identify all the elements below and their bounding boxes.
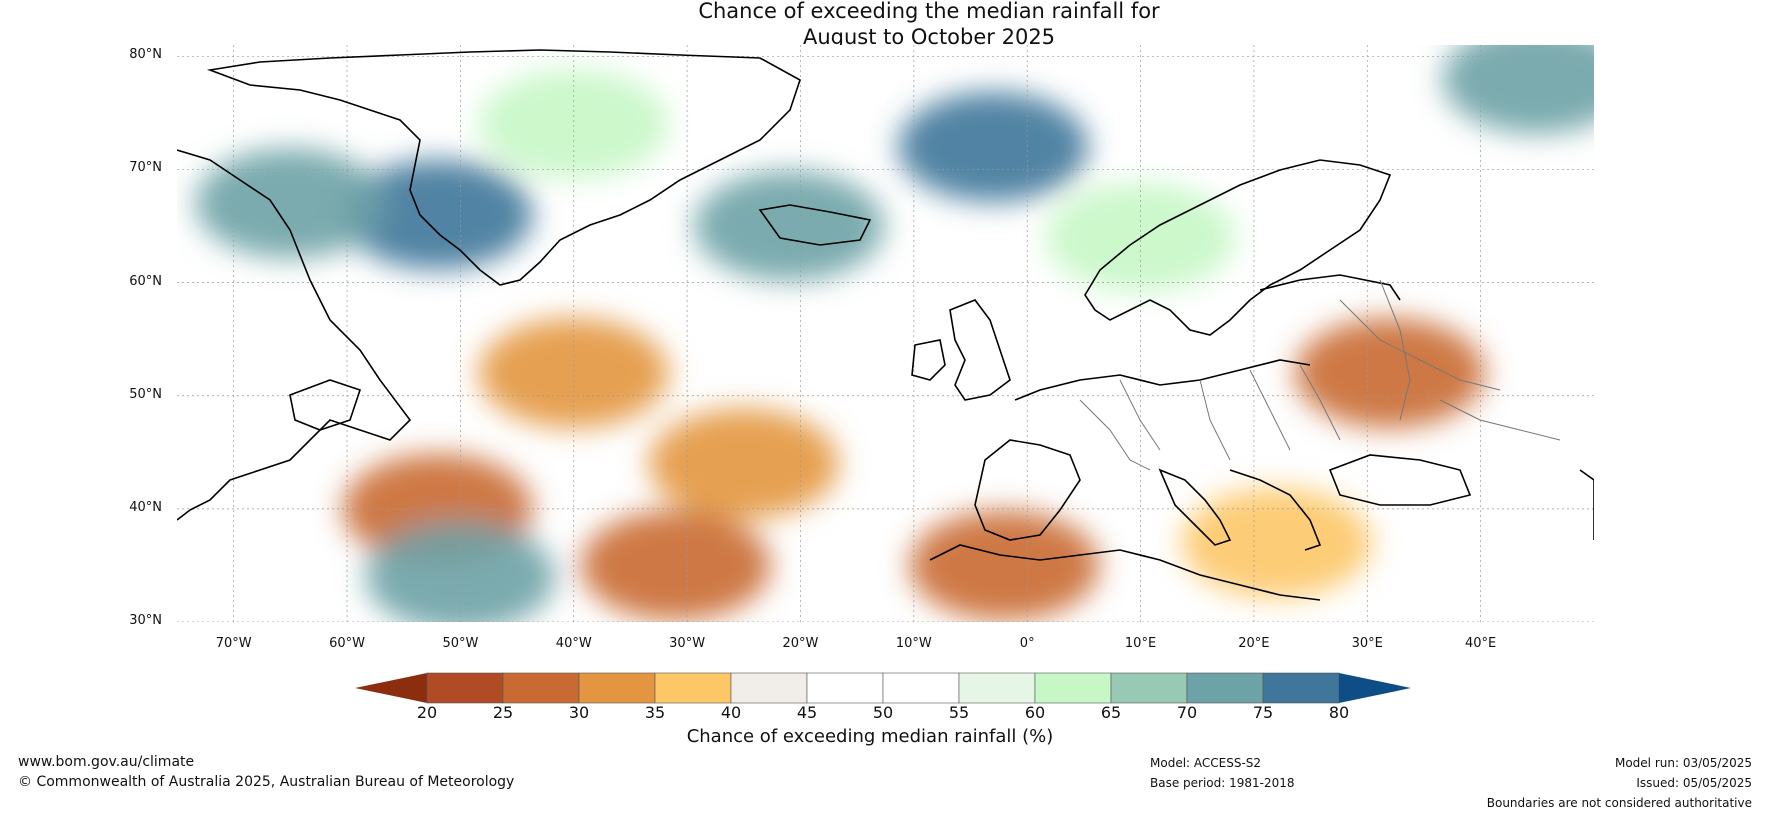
colorbar-swatch	[426, 672, 504, 704]
colorbar-swatch	[1034, 672, 1112, 704]
lat-tick-label: 40°N	[129, 499, 162, 515]
lon-tick-label: 50°W	[442, 636, 479, 651]
colorbar-tick-label: 55	[948, 703, 970, 722]
region-eastern-europe-dry	[1294, 318, 1485, 429]
colorbar-tick-label: 35	[644, 703, 666, 722]
finland-baltic-coast	[1259, 274, 1401, 301]
colorbar-max-arrow	[1339, 673, 1411, 703]
footer-disclaimer: Boundaries are not considered authoritat…	[1486, 796, 1752, 810]
footer-copyright: © Commonwealth of Australia 2025, Austra…	[18, 774, 515, 790]
colorbar-swatch	[502, 672, 580, 704]
lon-tick-label: 40°E	[1464, 636, 1497, 651]
colorbar-swatch	[958, 672, 1036, 704]
colorbar-swatch	[882, 672, 960, 704]
lat-tick-label: 60°N	[129, 273, 162, 289]
coastlines	[177, 49, 1594, 601]
country-borders	[1079, 279, 1561, 471]
italy-coast	[1158, 468, 1232, 546]
colorbar-tick-label: 50	[872, 703, 894, 722]
lon-tick-label: 40°W	[555, 636, 592, 651]
iceland-coast	[758, 204, 872, 246]
region-baffin-wet	[195, 148, 386, 259]
colorbar-swatch	[1186, 672, 1264, 704]
lon-tick-label: 10°W	[895, 636, 932, 651]
footer-model: Model: ACCESS-S2	[1150, 756, 1262, 770]
map-title-line1: Chance of exceeding the median rainfall …	[698, 0, 1160, 23]
colorbar-tick-label: 60	[1024, 703, 1046, 722]
lon-tick-label: 30°E	[1351, 636, 1383, 651]
region-greenland-west-wet	[342, 159, 533, 270]
colorbar-swatches	[355, 672, 1411, 704]
colorbar-tick-label: 80	[1328, 703, 1350, 722]
caspian-coast	[1579, 469, 1594, 540]
region-iceland-wet	[694, 171, 885, 282]
lon-tick-label: 20°E	[1238, 636, 1270, 651]
graticule	[177, 45, 1594, 622]
region-barents-wet	[1442, 45, 1594, 134]
region-north-atlantic-wet	[478, 69, 669, 180]
lat-tick-label: 80°N	[129, 47, 162, 63]
lon-tick-label: 10°E	[1124, 636, 1157, 651]
region-iberia-north-africa-dry	[909, 510, 1100, 621]
footer-website: www.bom.gov.au/climate	[18, 754, 195, 770]
colorbar-tick-label: 25	[492, 703, 514, 722]
colorbar-swatch	[1262, 672, 1340, 704]
region-norwegian-sea-very-wet	[898, 91, 1089, 202]
colorbar-tick-label: 45	[796, 703, 818, 722]
britain-coast	[949, 299, 1011, 401]
colorbar-tick-label: 75	[1252, 703, 1274, 722]
scandinavia-coast	[1084, 159, 1392, 336]
lon-tick-label: 30°W	[669, 636, 706, 651]
lat-tick-label: 30°N	[129, 613, 162, 628]
colorbar-swatch	[1110, 672, 1188, 704]
balkans-coast	[1229, 469, 1322, 551]
labrador-coast	[177, 149, 412, 521]
greenland-coast	[206, 49, 801, 286]
footer-model-run: Model run: 03/05/2025	[1614, 756, 1752, 770]
colorbar-label: Chance of exceeding median rainfall (%)	[686, 726, 1054, 747]
region-mediterranean-dry	[1181, 487, 1372, 598]
europe-coast	[1014, 359, 1311, 401]
colorbar-tick-label: 30	[568, 703, 590, 722]
lon-tick-label: 60°W	[329, 636, 365, 651]
lat-tick-label: 50°N	[129, 386, 162, 402]
region-subtropical-atlantic-dry	[580, 510, 771, 621]
colorbar-swatch	[578, 672, 656, 704]
newfoundland-coast	[289, 379, 362, 431]
colorbar-tick-label: 65	[1100, 703, 1122, 722]
map-field	[177, 45, 1594, 622]
region-central-atlantic-dry	[648, 408, 839, 519]
lon-tick-label: 0°	[1019, 636, 1035, 651]
footer-base-period: Base period: 1981-2018	[1150, 776, 1295, 790]
colorbar-tick-label: 20	[416, 703, 438, 722]
lat-tick-label: 70°N	[129, 160, 162, 176]
region-north-atlantic-dry	[478, 318, 669, 429]
colorbar-swatch	[806, 672, 884, 704]
colorbar-tick-label: 70	[1176, 703, 1198, 722]
lon-tick-label: 20°W	[782, 636, 819, 651]
colorbar-min-arrow	[355, 673, 427, 703]
north-africa-coast	[929, 544, 1321, 601]
footer-issued: Issued: 05/05/2025	[1636, 776, 1752, 790]
colorbar-swatch	[654, 672, 732, 704]
black-sea-coast	[1328, 454, 1472, 506]
ireland-coast	[911, 339, 946, 381]
iberia-coast	[974, 439, 1081, 541]
lon-tick-label: 70°W	[215, 636, 252, 651]
colorbar-swatch	[730, 672, 808, 704]
colorbar-tick-label: 40	[720, 703, 742, 722]
